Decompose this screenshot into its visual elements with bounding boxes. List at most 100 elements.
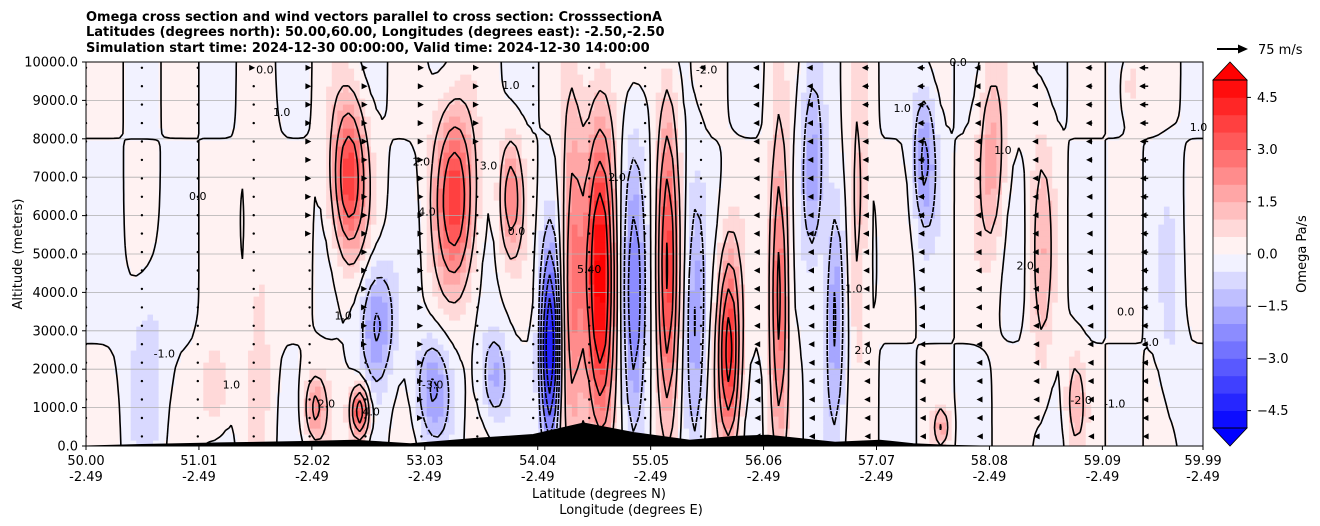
heatmap-cell (745, 314, 751, 321)
heatmap-cell (248, 428, 254, 435)
heatmap-cell (477, 332, 483, 339)
heatmap-cell (466, 386, 472, 393)
heatmap-cell (125, 314, 131, 321)
heatmap-cell (996, 416, 1002, 423)
heatmap-cell (365, 374, 371, 381)
heatmap-cell (337, 410, 343, 417)
heatmap-cell (1019, 362, 1025, 369)
heatmap-cell (477, 392, 483, 399)
heatmap-cell (354, 314, 360, 321)
heatmap-cell (449, 392, 455, 399)
heatmap-cell (226, 362, 232, 369)
heatmap-cell (488, 296, 494, 303)
heatmap-cell (164, 380, 170, 387)
heatmap-cell (622, 410, 628, 417)
heatmap-cell (1080, 434, 1086, 441)
heatmap-cell (901, 380, 907, 387)
heatmap-cell (203, 326, 209, 333)
heatmap-cell (220, 308, 226, 315)
heatmap-cell (265, 410, 271, 417)
heatmap-cell (153, 398, 159, 405)
heatmap-cell (1175, 356, 1181, 363)
heatmap-cell (494, 392, 500, 399)
heatmap-cell (332, 374, 338, 381)
heatmap-cell (209, 308, 215, 315)
heatmap-cell (806, 422, 812, 429)
heatmap-cell (175, 410, 181, 417)
heatmap-cell (270, 392, 276, 399)
heatmap-cell (522, 308, 528, 315)
heatmap-cell (203, 374, 209, 381)
heatmap-cell (287, 434, 293, 441)
heatmap-cell (868, 314, 874, 321)
heatmap-cell (399, 338, 405, 345)
heatmap-cell (991, 338, 997, 345)
heatmap-cell (834, 434, 840, 441)
heatmap-cell (1008, 302, 1014, 309)
heatmap-cell (946, 302, 952, 309)
heatmap-cell (745, 380, 751, 387)
heatmap-cell (516, 422, 522, 429)
heatmap-cell (343, 428, 349, 435)
heatmap-cell (1075, 296, 1081, 303)
heatmap-cell (410, 296, 416, 303)
heatmap-cell (1158, 302, 1164, 309)
heatmap-cell (639, 422, 645, 429)
heatmap-cell (712, 410, 718, 417)
heatmap-cell (455, 380, 461, 387)
heatmap-cell (516, 428, 522, 435)
heatmap-cell (1047, 320, 1053, 327)
heatmap-cell (1192, 422, 1198, 429)
heatmap-cell (343, 386, 349, 393)
heatmap-cell (449, 428, 455, 435)
heatmap-cell (1052, 410, 1058, 417)
heatmap-cell (594, 314, 600, 321)
heatmap-cell (963, 332, 969, 339)
heatmap-cell (460, 428, 466, 435)
heatmap-cell (198, 416, 204, 423)
heatmap-cell (505, 422, 511, 429)
heatmap-cell (829, 428, 835, 435)
heatmap-cell (365, 308, 371, 315)
heatmap-cell (455, 314, 461, 321)
heatmap-cell (1080, 308, 1086, 315)
heatmap-cell (214, 422, 220, 429)
heatmap-cell (298, 362, 304, 369)
heatmap-cell (851, 320, 857, 327)
heatmap-cell (801, 410, 807, 417)
heatmap-cell (985, 392, 991, 399)
heatmap-cell (103, 314, 109, 321)
heatmap-cell (175, 308, 181, 315)
heatmap-cell (818, 302, 824, 309)
heatmap-cell (1181, 428, 1187, 435)
heatmap-cell (97, 332, 103, 339)
heatmap-cell (376, 344, 382, 351)
heatmap-cell (901, 416, 907, 423)
heatmap-cell (762, 356, 768, 363)
heatmap-cell (896, 302, 902, 309)
heatmap-cell (259, 344, 265, 351)
heatmap-cell (918, 410, 924, 417)
heatmap-cell (187, 380, 193, 387)
heatmap-cell (265, 380, 271, 387)
heatmap-cell (432, 362, 438, 369)
heatmap-cell (901, 410, 907, 417)
heatmap-cell (270, 374, 276, 381)
heatmap-cell (114, 296, 120, 303)
heatmap-cell (293, 332, 299, 339)
heatmap-cell (572, 392, 578, 399)
heatmap-cell (125, 308, 131, 315)
heatmap-cell (237, 302, 243, 309)
heatmap-cell (1186, 350, 1192, 357)
heatmap-cell (159, 410, 165, 417)
heatmap-cell (265, 416, 271, 423)
heatmap-cell (399, 332, 405, 339)
heatmap-cell (421, 332, 427, 339)
heatmap-cell (499, 320, 505, 327)
heatmap-cell (103, 428, 109, 435)
heatmap-cell (834, 350, 840, 357)
heatmap-cell (996, 374, 1002, 381)
heatmap-cell (695, 350, 701, 357)
heatmap-cell (1080, 338, 1086, 345)
heatmap-cell (577, 326, 583, 333)
